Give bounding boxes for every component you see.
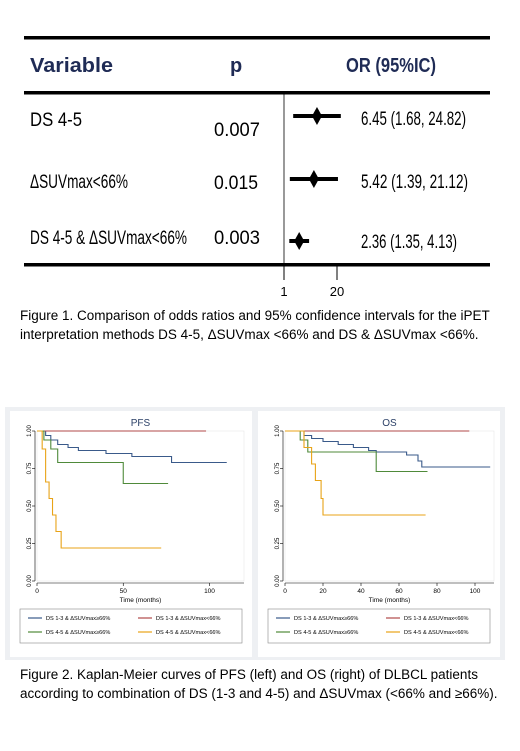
km-curve <box>37 430 162 549</box>
axis-tick-label: 1 <box>280 284 287 299</box>
x-axis-label: Time (months) <box>369 597 411 604</box>
legend-label: DS 1-3 & ΔSUVmax<66% <box>404 616 469 622</box>
y-tick-label: 0.50 <box>27 500 33 512</box>
figure2-caption: Figure 2. Kaplan-Meier curves of PFS (le… <box>20 667 498 701</box>
legend-label: DS 1-3 & ΔSUVmax≥66% <box>294 616 358 622</box>
chart-title: OS <box>382 418 397 429</box>
x-tick-label: 20 <box>319 588 327 595</box>
legend-label: DS 1-3 & ΔSUVmax<66% <box>156 616 221 622</box>
x-tick-label: 0 <box>35 588 39 595</box>
row-p-value: 0.003 <box>214 228 260 249</box>
row-variable: DS 4-5 & ΔSUVmax<66% <box>30 228 187 249</box>
os-panel: OS 0.00 0.25 0.50 0.75 1.00 0 20 40 60 80 100 Time (… <box>258 411 500 657</box>
x-tick-label: 100 <box>204 588 215 595</box>
y-tick-label: 0.50 <box>275 500 281 512</box>
figure1-caption: Figure 1. Comparison of odds ratios and … <box>20 308 490 342</box>
os-chart: OS 0.00 0.25 0.50 0.75 1.00 0 20 40 60 80 100 Time (… <box>267 418 495 644</box>
header-rule <box>24 91 490 95</box>
row-p-value: 0.015 <box>214 173 258 194</box>
x-tick-label: 40 <box>357 588 365 595</box>
axis-tick-label: 20 <box>330 284 344 299</box>
header-variable: Variable <box>30 55 113 77</box>
x-tick-label: 100 <box>470 588 481 595</box>
legend-label: DS 4-5 & ΔSUVmax≥66% <box>46 630 110 636</box>
y-tick-label: 0.25 <box>275 537 281 549</box>
header-or: OR (95%IC) <box>346 55 436 77</box>
legend-label: DS 4-5 & ΔSUVmax<66% <box>156 630 221 636</box>
or-point <box>308 170 319 188</box>
x-tick-label: 60 <box>395 588 403 595</box>
row-or-text: 5.42 (1.39, 21.12) <box>361 172 468 193</box>
plot-area <box>36 430 245 582</box>
legend-label: DS 4-5 & ΔSUVmax≥66% <box>294 630 358 636</box>
x-axis-label: Time (months) <box>120 597 162 604</box>
row-variable: ΔSUVmax<66% <box>30 172 128 193</box>
y-tick-label: 0.75 <box>275 462 281 474</box>
km-curve <box>285 430 491 468</box>
y-tick-label: 0.25 <box>27 537 33 549</box>
km-curve <box>37 430 169 485</box>
x-tick-label: 80 <box>433 588 441 595</box>
row-p-value: 0.007 <box>214 120 260 141</box>
pfs-panel: PFS 0.00 0.25 0.50 0.75 1.00 0 50 100 Time (month… <box>10 411 252 657</box>
km-curve <box>37 430 227 464</box>
pfs-chart: PFS 0.00 0.25 0.50 0.75 1.00 0 50 100 Time (month… <box>19 418 245 644</box>
km-curve <box>285 430 426 516</box>
chart-title: PFS <box>131 418 151 429</box>
y-tick-label: 0.00 <box>275 575 281 587</box>
y-tick-label: 0.75 <box>27 462 33 474</box>
top-rule <box>24 36 490 40</box>
header-p: p <box>230 55 242 77</box>
legend-box <box>267 608 491 644</box>
y-tick-label: 1.00 <box>27 425 33 437</box>
y-tick-label: 0.00 <box>27 575 33 587</box>
row-or-text: 6.45 (1.68, 24.82) <box>361 109 466 130</box>
x-tick-label: 50 <box>120 588 128 595</box>
legend-label: DS 4-5 & ΔSUVmax<66% <box>404 630 469 636</box>
or-point <box>311 107 322 125</box>
legend-box <box>19 608 243 644</box>
x-tick-label: 0 <box>283 588 287 595</box>
legend-label: DS 1-3 & ΔSUVmax≥66% <box>46 616 110 622</box>
bottom-rule <box>24 263 490 267</box>
forest-marks <box>289 107 341 250</box>
y-tick-label: 1.00 <box>275 425 281 437</box>
row-or-text: 2.36 (1.35, 4.13) <box>361 232 457 253</box>
plot-area <box>284 430 495 582</box>
forest-plot: Variable p OR (95%IC) DS 4-5 0.007 6.45 … <box>24 36 490 299</box>
km-curve <box>285 430 428 473</box>
row-variable: DS 4-5 <box>30 110 82 131</box>
or-point <box>294 232 305 250</box>
